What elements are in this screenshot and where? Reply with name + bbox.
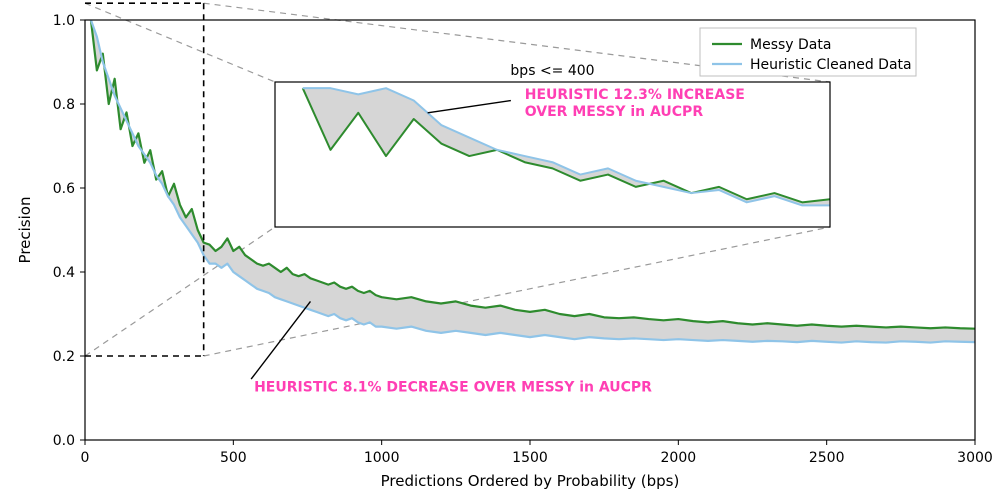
x-axis-label: Predictions Ordered by Probability (bps) (381, 472, 680, 490)
increase-annotation-1: HEURISTIC 12.3% INCREASE (525, 87, 745, 103)
xtick-label: 2000 (661, 450, 697, 466)
ytick-label: 0.2 (53, 349, 75, 365)
y-axis-label: Precision (16, 197, 34, 264)
legend-label: Heuristic Cleaned Data (750, 57, 912, 73)
ytick-label: 0.0 (53, 433, 75, 449)
xtick-label: 1000 (364, 450, 400, 466)
xtick-label: 500 (220, 450, 247, 466)
ytick-label: 0.8 (53, 97, 75, 113)
ytick-label: 0.4 (53, 265, 75, 281)
xtick-label: 0 (81, 450, 90, 466)
decrease-annotation: HEURISTIC 8.1% DECREASE OVER MESSY in AU… (254, 380, 652, 396)
ytick-label: 1.0 (53, 13, 75, 29)
ytick-label: 0.6 (53, 181, 75, 197)
xtick-label: 1500 (512, 450, 548, 466)
inset-title: bps <= 400 (510, 63, 594, 79)
increase-annotation-2: OVER MESSY in AUCPR (525, 104, 704, 120)
precision-chart: 0 500 1000 1500 2000 2500 3000 0.0 0.2 0.4 0.6 0.8 1… (0, 0, 1000, 500)
xtick-label: 2500 (809, 450, 845, 466)
legend-label: Messy Data (750, 37, 831, 53)
xtick-label: 3000 (957, 450, 993, 466)
